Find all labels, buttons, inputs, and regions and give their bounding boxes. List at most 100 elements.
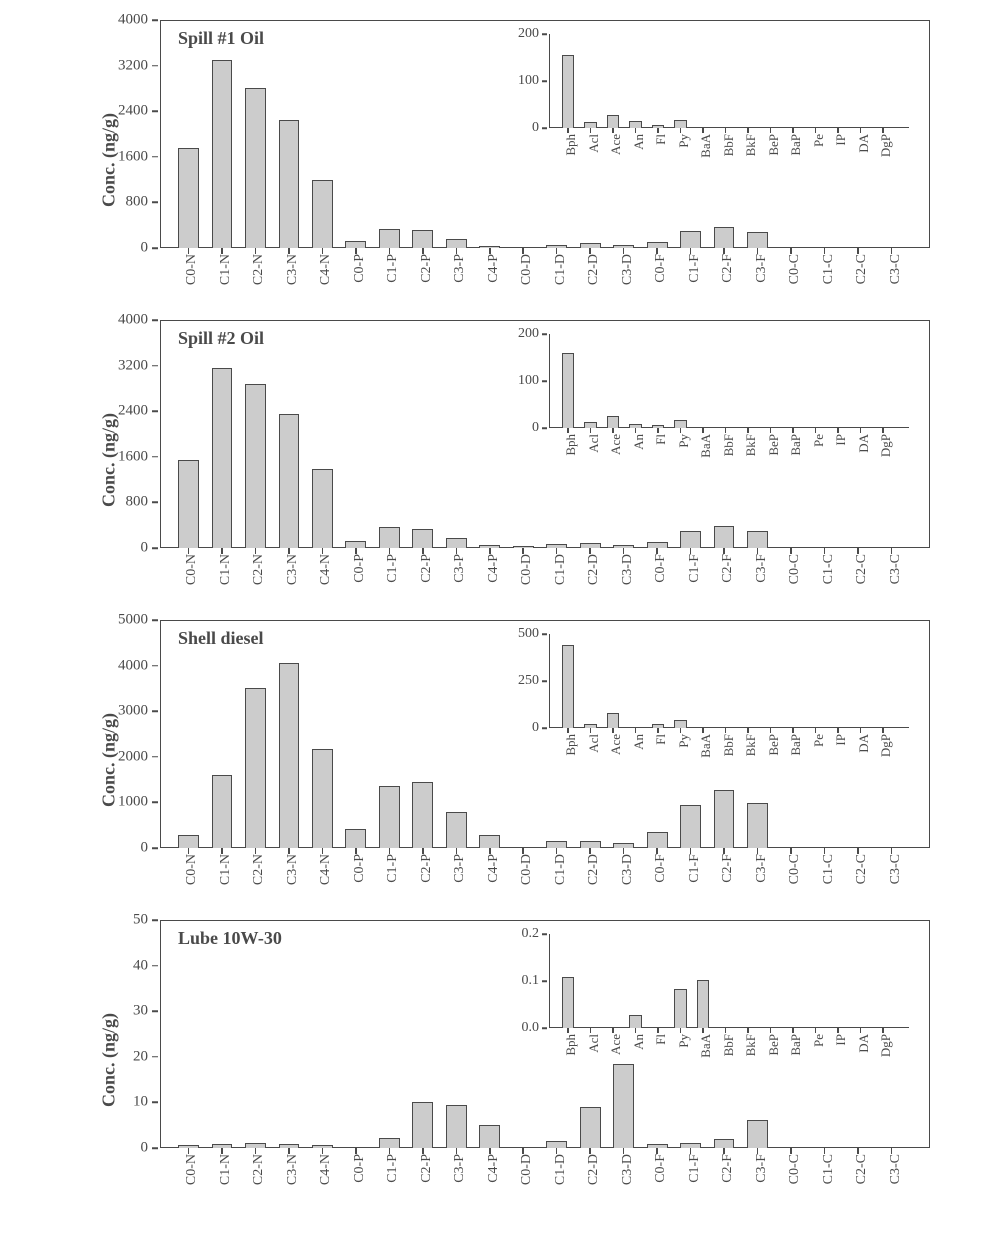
inset-x-tick-mark — [837, 428, 839, 433]
bar — [312, 469, 333, 548]
inset-x-tick-mark — [770, 428, 772, 433]
inset-x-tick-mark — [770, 728, 772, 733]
x-tick-label: C0-N — [184, 254, 200, 285]
y-tick-label: 5000 — [118, 612, 148, 629]
bar — [680, 805, 701, 848]
inset-x-tick-label: Bph — [563, 134, 579, 156]
inset-y-tick-mark — [542, 80, 547, 82]
inset-x-tick-mark — [567, 428, 569, 433]
inset-x-tick-mark — [815, 728, 817, 733]
x-tick-label: C3-C — [888, 254, 904, 284]
x-tick-label: C2-D — [586, 554, 602, 585]
inset-x-tick-mark — [612, 728, 614, 733]
inset-x-tick-label: DA — [856, 134, 872, 153]
x-tick-label: C1-F — [687, 554, 703, 583]
y-tick-mark — [152, 619, 158, 621]
x-tick-label: C2-F — [720, 554, 736, 583]
x-tick-label: C3-C — [888, 1154, 904, 1184]
x-tick-label: C2-F — [720, 1154, 736, 1183]
x-tick-label: C1-D — [553, 554, 569, 585]
x-axis: C0-NC1-NC2-NC3-NC4-NC0-PC1-PC2-PC3-PC4-P… — [160, 850, 930, 900]
x-tick-label: C1-C — [821, 554, 837, 584]
x-tick-label: C0-F — [653, 554, 669, 583]
inset-x-tick-mark — [747, 128, 749, 133]
inset-bar — [607, 713, 619, 728]
inset-x-tick-mark — [860, 428, 862, 433]
x-axis: C0-NC1-NC2-NC3-NC4-NC0-PC1-PC2-PC3-PC4-P… — [160, 1150, 930, 1200]
x-tick-label: C4-N — [318, 254, 334, 285]
bar — [714, 227, 735, 248]
y-tick-mark — [152, 965, 158, 967]
y-tick-mark — [152, 247, 158, 249]
inset-x-tick-mark — [702, 1028, 704, 1033]
y-tick-label: 0 — [141, 1140, 149, 1157]
y-tick-mark — [152, 756, 158, 758]
bar — [412, 529, 433, 548]
y-tick-mark — [152, 202, 158, 204]
x-tick-label: C1-C — [821, 1154, 837, 1184]
inset-x-tick-label: BkF — [743, 434, 759, 456]
inset-x-tick-label: BaP — [788, 734, 804, 756]
y-tick-label: 4000 — [118, 12, 148, 29]
x-tick-label: C2-N — [251, 554, 267, 585]
inset-x-tick-mark — [635, 1028, 637, 1033]
x-tick-label: C2-N — [251, 854, 267, 885]
inset-x-tick-mark — [792, 428, 794, 433]
inset-x-tick-mark — [567, 1028, 569, 1033]
x-tick-label: C3-N — [285, 554, 301, 585]
y-tick-label: 4000 — [118, 657, 148, 674]
inset-x-tick-mark — [702, 428, 704, 433]
x-tick-label: C4-P — [486, 1154, 502, 1183]
x-tick-label: C2-N — [251, 1154, 267, 1185]
inset-bar — [562, 55, 574, 128]
bar — [379, 1138, 400, 1148]
x-tick-label: C1-D — [553, 1154, 569, 1185]
bar — [412, 230, 433, 248]
x-tick-label: C0-C — [787, 854, 803, 884]
y-tick-mark — [152, 1147, 158, 1149]
bar — [345, 829, 366, 848]
inset-bar — [674, 989, 686, 1028]
inset-x-tick-mark — [680, 128, 682, 133]
x-tick-label: C1-N — [218, 854, 234, 885]
inset-x-tick-mark — [657, 728, 659, 733]
inset-chart: 0250500BphAclAceAnFlPyBaABbFBkFBePBaPPeI… — [515, 634, 915, 764]
inset-x-tick-label: BaP — [788, 434, 804, 456]
y-tick-mark — [152, 410, 158, 412]
inset-x-tick-mark — [860, 128, 862, 133]
x-tick-label: C1-D — [553, 854, 569, 885]
x-tick-label: C4-P — [486, 554, 502, 583]
inset-x-tick-mark — [590, 728, 592, 733]
y-tick-label: 3200 — [118, 357, 148, 374]
x-tick-label: C1-P — [385, 554, 401, 583]
bar — [245, 688, 266, 848]
inset-y-tick-mark — [542, 727, 547, 729]
y-tick-mark — [152, 19, 158, 21]
inset-x-tick-label: DA — [856, 1034, 872, 1053]
y-tick-mark — [152, 919, 158, 921]
x-tick-label: C4-P — [486, 854, 502, 883]
inset-x-tick-label: DgP — [878, 134, 894, 157]
bar — [379, 786, 400, 848]
inset-x-tick-mark — [882, 128, 884, 133]
inset-x-tick-label: Fl — [653, 734, 669, 745]
inset-x-tick-label: An — [631, 734, 647, 750]
inset-x-tick-mark — [635, 128, 637, 133]
inset-x-tick-label: BaA — [698, 1034, 714, 1058]
inset-x-tick-mark — [567, 128, 569, 133]
y-tick-label: 1600 — [118, 448, 148, 465]
x-tick-label: C0-N — [184, 554, 200, 585]
x-tick-label: C3-N — [285, 854, 301, 885]
inset-x-tick-label: BaP — [788, 1034, 804, 1056]
panel: Conc. (ng/g)Lube 10W-3001020304050C0-NC1… — [120, 920, 940, 1200]
x-tick-label: C0-D — [519, 854, 535, 885]
y-tick-mark — [152, 802, 158, 804]
inset-x-tick-mark — [747, 1028, 749, 1033]
bar — [747, 1120, 768, 1148]
y-tick-mark — [152, 847, 158, 849]
inset-x-tick-label: BeP — [766, 134, 782, 156]
inset-x-tick-label: An — [631, 134, 647, 150]
x-tick-label: C0-P — [352, 854, 368, 883]
bar — [647, 832, 668, 848]
x-tick-label: C3-P — [452, 554, 468, 583]
